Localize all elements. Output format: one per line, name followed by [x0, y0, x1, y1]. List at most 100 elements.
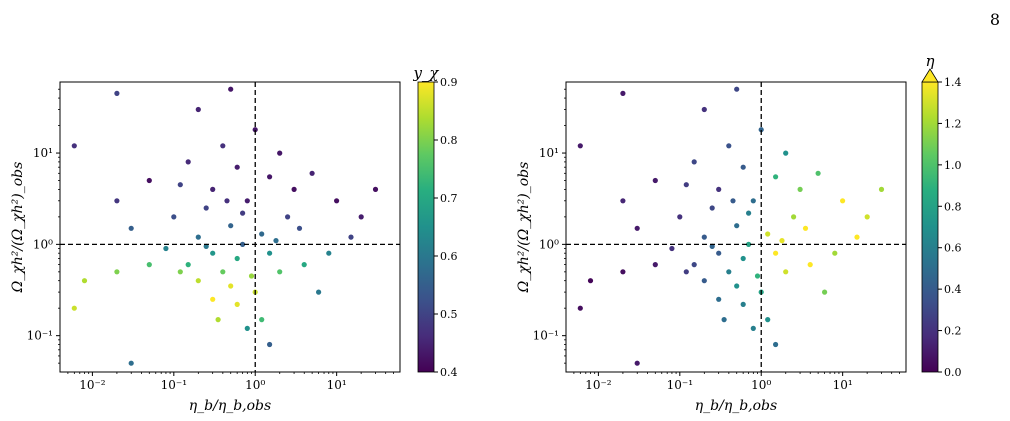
scatter-point	[259, 317, 265, 323]
scatter-point	[146, 262, 152, 268]
y-tick-label: 10⁰	[539, 237, 559, 251]
scatter-point	[210, 250, 216, 256]
scatter-point	[734, 283, 740, 289]
scatter-point	[726, 269, 732, 275]
colorbar-tick-label: 0.5	[440, 308, 458, 321]
scatter-point	[228, 283, 234, 289]
scatter-point	[750, 325, 756, 331]
scatter-point	[791, 214, 797, 220]
scatter-point	[691, 159, 697, 165]
scatter-point	[864, 214, 870, 220]
scatter-point	[797, 186, 803, 192]
scatter-point	[316, 289, 322, 295]
scatter-point	[326, 250, 332, 256]
scatter-point	[854, 234, 860, 240]
scatter-point	[746, 210, 752, 216]
scatter-point	[195, 278, 201, 284]
scatter-point	[716, 250, 722, 256]
scatter-point	[832, 250, 838, 256]
x-tick-label: 10⁻²	[585, 378, 612, 392]
axes-frame	[565, 81, 907, 373]
colorbar-tick-label: 0.8	[440, 134, 458, 147]
x-tick-label: 10⁰	[245, 378, 265, 392]
scatter-point	[185, 159, 191, 165]
scatter-point	[773, 174, 779, 180]
y-tick-label: 10⁰	[33, 237, 53, 251]
scatter-point	[228, 223, 234, 229]
scatter-point	[815, 170, 821, 176]
scatter-point	[807, 262, 813, 268]
scatter-point	[71, 143, 77, 149]
scatter-point	[620, 198, 626, 204]
scatter-point	[358, 214, 364, 220]
scatter-point	[114, 198, 120, 204]
axes-frame	[59, 81, 401, 373]
scatter-point	[220, 269, 226, 275]
scatter-point	[291, 186, 297, 192]
scatter-point	[285, 214, 291, 220]
x-tick-label: 10¹	[327, 378, 347, 392]
scatter-point	[634, 360, 640, 366]
scatter-point	[709, 243, 715, 249]
x-axis-label: η_b/η_b,obs	[189, 398, 271, 414]
scatter-point	[267, 250, 273, 256]
y-tick-label: 10⁻¹	[533, 329, 559, 343]
scatter-point	[773, 250, 779, 256]
scatter-point	[754, 273, 761, 279]
scatter-point	[587, 278, 594, 284]
y-axis-label: Ω_χh²/(Ω_χh²)_obs	[10, 162, 26, 294]
scatter-point	[746, 241, 752, 247]
scatter-point	[740, 164, 746, 170]
scatter-point	[765, 317, 771, 323]
colorbar-tick-label: 0.4	[944, 283, 962, 296]
y-tick-label: 10¹	[33, 146, 53, 160]
data-points	[577, 86, 885, 366]
scatter-point	[114, 90, 120, 96]
scatter-point	[372, 186, 379, 192]
colorbar-tick-label: 0.4	[440, 366, 458, 379]
colorbar: 0.0 0.2 0.4 0.6 0.8 1.0 1.2 1.4 η	[921, 52, 962, 379]
scatter-point	[171, 214, 177, 220]
scatter-point	[652, 262, 658, 268]
scatter-point	[683, 269, 689, 275]
scatter-point	[259, 231, 265, 237]
colorbar-gradient	[921, 81, 939, 373]
y-tick-label: 10¹	[539, 146, 559, 160]
colorbar-tick-label: 1.0	[944, 159, 962, 172]
colorbar: 0.4 0.5 0.6 0.7 0.8 0.9y_χ	[412, 64, 457, 379]
scatter-point	[228, 86, 234, 92]
scatter-point	[783, 150, 789, 156]
scatter-point	[234, 164, 240, 170]
scatter-point	[71, 305, 77, 311]
scatter-point	[81, 278, 88, 284]
scatter-point	[773, 341, 779, 348]
scatter-point	[309, 170, 315, 176]
scatter-point	[128, 225, 134, 231]
colorbar-label: η	[926, 52, 935, 70]
scatter-point	[267, 174, 273, 180]
scatter-point	[215, 317, 221, 323]
scatter-point	[114, 269, 120, 275]
scatter-point	[634, 225, 640, 231]
scatter-point	[273, 238, 279, 244]
colorbar-tick-label: 0.9	[440, 76, 458, 89]
scatter-point	[177, 269, 183, 275]
scatter-panel-1: 10⁻² 10⁻¹ 10⁰ 10¹ 10⁻¹ 10⁰ 10¹ η_b/η_b,obs Ω_χh²…	[10, 64, 458, 414]
scatter-point	[210, 296, 216, 302]
scatter-point	[267, 341, 273, 348]
scatter-point	[669, 245, 675, 252]
x-axis-label: η_b/η_b,obs	[695, 398, 777, 414]
scatter-point	[691, 262, 697, 268]
scatter-point	[734, 223, 740, 229]
scatter-point	[240, 210, 246, 216]
scatter-point	[348, 234, 354, 240]
scatter-point	[783, 269, 789, 275]
scatter-point	[185, 262, 191, 268]
scatter-point	[750, 198, 756, 204]
scatter-point	[716, 296, 722, 302]
x-tick-label: 10⁻¹	[667, 378, 693, 392]
scatter-point	[128, 360, 134, 366]
scatter-point	[296, 225, 303, 231]
scatter-point	[620, 90, 626, 96]
scatter-point	[721, 317, 727, 323]
